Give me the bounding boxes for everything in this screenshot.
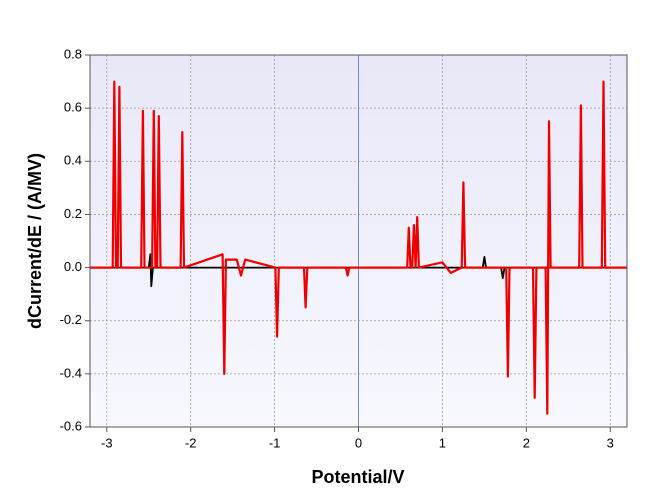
y-axis-label: dCurrent/dE / (A/MV) bbox=[25, 153, 45, 329]
x-tick-label: 3 bbox=[607, 435, 614, 450]
x-tick-label: 0 bbox=[355, 435, 362, 450]
y-tick-label: 0.2 bbox=[64, 206, 82, 221]
x-tick-label: -3 bbox=[101, 435, 113, 450]
x-tick-label: -1 bbox=[269, 435, 281, 450]
y-tick-label: 0.0 bbox=[64, 259, 82, 274]
y-tick-label: 0.8 bbox=[64, 46, 82, 61]
series-line bbox=[90, 253, 627, 288]
x-axis-label: Potential/V bbox=[311, 467, 404, 487]
y-tick-label: 0.4 bbox=[64, 153, 82, 168]
x-tick-label: 2 bbox=[523, 435, 530, 450]
y-tick-label: -0.4 bbox=[60, 365, 82, 380]
y-tick-label: 0.6 bbox=[64, 100, 82, 115]
series-line bbox=[90, 80, 627, 415]
y-tick-label: -0.6 bbox=[60, 418, 82, 433]
y-tick-label: -0.2 bbox=[60, 312, 82, 327]
x-tick-label: -2 bbox=[185, 435, 197, 450]
x-tick-label: 1 bbox=[439, 435, 446, 450]
